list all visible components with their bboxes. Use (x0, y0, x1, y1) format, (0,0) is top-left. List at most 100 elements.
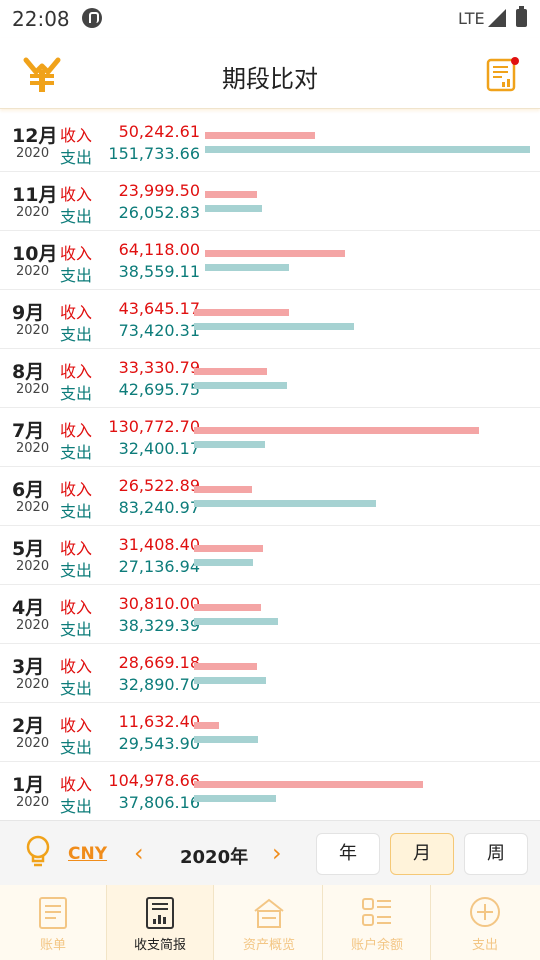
segment-month-button[interactable]: 月 (390, 833, 454, 875)
year-label: 2020 (16, 382, 50, 397)
yen-logo-icon[interactable] (22, 54, 62, 94)
expense-label: 支出 (60, 561, 93, 580)
tab-balance-label: 账户余额 (350, 938, 403, 953)
expense-label: 支出 (60, 443, 93, 462)
segment-year-button[interactable]: 年 (316, 833, 380, 875)
income-value: 26,522.89 (118, 476, 200, 495)
list-item[interactable]: 6月 2020 收入 支出 26,522.89 83,240.97 (0, 466, 540, 526)
expense-label: 支出 (60, 207, 93, 226)
app-notification-icon (82, 8, 102, 28)
list-item[interactable]: 7月 2020 收入 支出 130,772.70 32,400.17 (0, 407, 540, 467)
expense-value: 29,543.90 (118, 734, 200, 753)
year-label: 2020 (16, 323, 50, 338)
report-icon[interactable] (486, 56, 520, 92)
income-bar (194, 368, 267, 375)
income-bar (194, 545, 263, 552)
expense-bar (205, 146, 530, 153)
income-bar (194, 604, 261, 611)
expense-value: 32,400.17 (118, 439, 200, 458)
tab-balance[interactable]: 账户余额 (324, 885, 431, 960)
segment-week-button[interactable]: 周 (464, 833, 528, 875)
tab-assets[interactable]: 资产概览 (216, 885, 323, 960)
income-label: 收入 (60, 716, 93, 735)
expense-label: 支出 (60, 502, 93, 521)
income-label: 收入 (60, 598, 93, 617)
month-comparison-list[interactable]: 12月 2020 收入 支出 50,242.61 151,733.66 11月 2020 收入支… (0, 112, 540, 821)
income-label: 收入 (60, 303, 93, 322)
list-item[interactable]: 2月 2020 收入 支出 11,632.40 29,543.90 (0, 702, 540, 762)
year-label: 2020 (16, 795, 50, 810)
list-item[interactable]: 4月 2020 收入 支出 30,810.00 38,329.39 (0, 584, 540, 644)
month-label: 11月 (12, 184, 58, 206)
year-label: 2020 (16, 500, 50, 515)
expense-label: 支出 (60, 620, 93, 639)
next-period-chevron-icon[interactable]: › (272, 839, 282, 867)
income-value: 33,330.79 (118, 358, 200, 377)
list-item[interactable]: 12月 2020 收入 支出 50,242.61 151,733.66 (0, 112, 540, 172)
expense-bar (194, 736, 258, 743)
expense-value: 42,695.75 (118, 380, 200, 399)
assets-icon (254, 898, 284, 928)
income-value: 31,408.40 (118, 535, 200, 554)
list-item[interactable]: 11月 2020 收入 支出 23,999.50 26,052.83 (0, 171, 540, 231)
expense-bar (194, 795, 276, 802)
income-bar (194, 309, 289, 316)
income-label: 收入 (60, 539, 93, 558)
income-bar (194, 663, 257, 670)
expense-value: 38,559.11 (118, 262, 200, 281)
tab-assets-label: 资产概览 (242, 938, 295, 953)
tab-bill[interactable]: 账单 (0, 885, 107, 960)
list-item[interactable]: 1月 2020 收入 支出 104,978.66 37,806.16 (0, 761, 540, 821)
account-grid-icon (362, 898, 391, 926)
income-bar (194, 722, 219, 729)
list-item[interactable]: 3月 2020 收入 支出 28,669.18 32,890.70 (0, 643, 540, 703)
battery-icon (516, 6, 527, 27)
expense-bar (194, 382, 287, 389)
year-label: 2020 (16, 677, 50, 692)
expense-label: 支出 (60, 384, 93, 403)
list-item[interactable]: 10月 2020 收入 支出 64,118.00 38,559.11 (0, 230, 540, 290)
income-bar (194, 781, 423, 788)
tab-expense[interactable]: 支出 (432, 885, 538, 960)
income-label: 收入 (60, 126, 93, 145)
currency-selector[interactable]: CNY (68, 844, 108, 864)
status-time: 22:08 (12, 7, 70, 31)
income-label: 收入 (60, 362, 93, 381)
expense-bar (194, 323, 354, 330)
expense-value: 151,733.66 (108, 144, 200, 163)
income-value: 50,242.61 (118, 122, 200, 141)
expense-bar (194, 559, 253, 566)
income-label: 收入 (60, 421, 93, 440)
year-label: 2020 (16, 618, 50, 633)
income-label: 收入 (60, 185, 93, 204)
tab-report[interactable]: 收支简报 (107, 885, 214, 960)
income-value: 43,645.17 (118, 299, 200, 318)
income-bar (194, 427, 479, 434)
list-item[interactable]: 5月 2020 收入 支出 31,408.40 27,136.94 (0, 525, 540, 585)
income-value: 23,999.50 (118, 181, 200, 200)
expense-label: 支出 (60, 148, 93, 167)
expense-bar (205, 205, 262, 212)
expense-value: 27,136.94 (118, 557, 200, 576)
lightbulb-icon[interactable] (24, 835, 52, 869)
income-label: 收入 (60, 244, 93, 263)
bill-icon (39, 897, 67, 929)
prev-period-chevron-icon[interactable]: ‹ (134, 839, 144, 867)
month-label: 8月 (12, 361, 45, 383)
list-item[interactable]: 9月 2020 收入 支出 43,645.17 73,420.31 (0, 289, 540, 349)
expense-value: 32,890.70 (118, 675, 200, 694)
income-label: 收入 (60, 775, 93, 794)
income-value: 30,810.00 (118, 594, 200, 613)
expense-label: 支出 (60, 679, 93, 698)
income-value: 28,669.18 (118, 653, 200, 672)
expense-label: 支出 (60, 266, 93, 285)
page-title: 期段比对 (222, 65, 318, 93)
list-item[interactable]: 8月 2020 收入支出 33,330.79 42,695.75 (0, 348, 540, 408)
income-value: 130,772.70 (108, 417, 200, 436)
tab-report-label: 收支简报 (133, 938, 186, 953)
bottom-tab-bar: 账单 收支简报 资产概览 账户余额 (0, 885, 540, 960)
signal-icon (488, 9, 506, 27)
year-label: 2020 (16, 146, 50, 161)
plus-circle-icon (470, 897, 500, 927)
expense-bar (194, 500, 376, 507)
